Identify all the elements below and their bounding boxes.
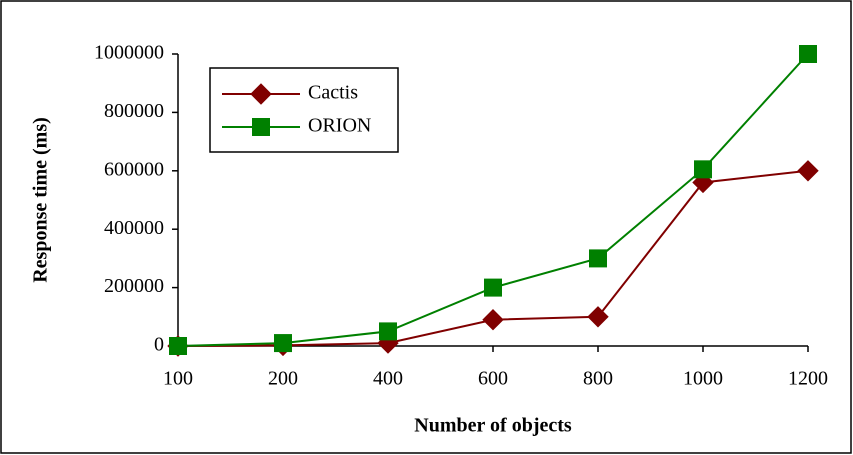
x-tick-label: 1200	[788, 368, 828, 390]
point	[797, 160, 819, 182]
legend-box	[209, 67, 399, 153]
point	[169, 337, 187, 355]
y-tick-label: 600000	[104, 158, 164, 180]
legend-marker	[250, 83, 272, 105]
y-tick-label: 800000	[104, 100, 164, 122]
x-tick-label: 400	[373, 368, 403, 390]
point	[799, 45, 817, 63]
x-tick-label: 800	[583, 368, 613, 390]
y-tick-label: 1000000	[94, 42, 164, 64]
point	[694, 160, 712, 179]
legend-label: ORION	[308, 115, 371, 137]
x-tick-label: 200	[268, 368, 298, 390]
point	[274, 334, 292, 353]
x-tick-label: 1000	[683, 368, 723, 390]
x-tick-label: 100	[163, 368, 193, 390]
point	[484, 278, 502, 297]
point	[587, 306, 609, 328]
y-axis-title: Response time (ms)	[30, 117, 52, 283]
legend-marker	[252, 118, 270, 136]
x-tick-label: 600	[478, 368, 508, 390]
legend-label: Cactis	[308, 82, 358, 104]
point	[482, 309, 504, 331]
y-tick-label: 200000	[104, 275, 164, 297]
y-tick-label: 400000	[104, 217, 164, 239]
point	[379, 322, 397, 341]
x-axis-title: Number of objects	[414, 415, 572, 437]
point	[589, 249, 607, 268]
y-tick-label: 0	[154, 334, 164, 356]
